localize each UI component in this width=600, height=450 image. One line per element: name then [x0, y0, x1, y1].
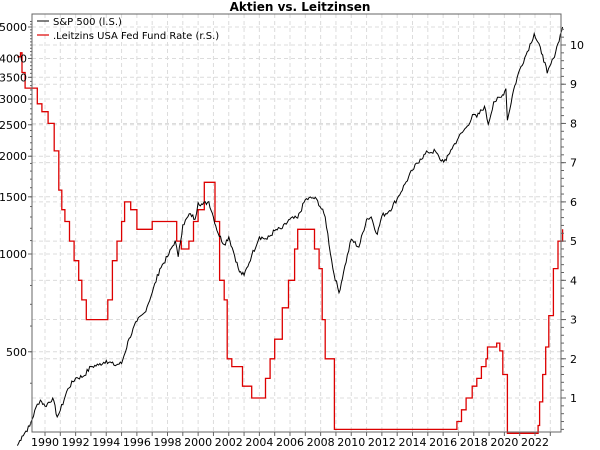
bottom-axis: 1990 1992 1994 1996 1998 2000 2002 2004 2006 2008…: [31, 432, 551, 449]
svg-text:2: 2: [570, 353, 577, 366]
legend: S&P 500 (l.S.) .Leitzins USA Fed Fund Ra…: [37, 17, 219, 42]
svg-text:4: 4: [570, 274, 577, 287]
svg-text:2020: 2020: [490, 436, 518, 449]
svg-text:1500: 1500: [0, 191, 27, 204]
svg-text:2006: 2006: [276, 436, 304, 449]
svg-text:3500: 3500: [0, 71, 27, 84]
svg-text:1992: 1992: [62, 436, 90, 449]
svg-text:2002: 2002: [215, 436, 243, 449]
svg-text:2000: 2000: [184, 436, 212, 449]
svg-text:9: 9: [570, 78, 577, 91]
plot-frame: [31, 13, 562, 433]
sp500-line: [16, 26, 564, 446]
svg-text:3: 3: [570, 314, 577, 327]
svg-text:1990: 1990: [31, 436, 59, 449]
legend-label-fed: .Leitzins USA Fed Fund Rate (r.S.): [53, 31, 219, 42]
svg-text:2016: 2016: [429, 436, 457, 449]
left-axis: 500 1000 1500 2000 2500 3000 3500 4000 5000: [0, 20, 32, 425]
svg-text:2012: 2012: [368, 436, 396, 449]
svg-text:8: 8: [570, 117, 577, 130]
svg-text:2022: 2022: [521, 436, 549, 449]
svg-text:2004: 2004: [245, 436, 273, 449]
svg-text:2014: 2014: [399, 436, 427, 449]
svg-text:6: 6: [570, 196, 577, 209]
svg-text:7: 7: [570, 157, 577, 170]
svg-text:2000: 2000: [0, 150, 27, 163]
svg-text:1996: 1996: [123, 436, 151, 449]
chart-title: Aktien vs. Leitzinsen: [230, 0, 371, 14]
svg-text:5000: 5000: [0, 21, 27, 34]
svg-text:1: 1: [570, 392, 577, 405]
svg-text:1000: 1000: [0, 248, 27, 261]
fed-rate-line: [17, 52, 564, 434]
svg-text:500: 500: [6, 346, 27, 359]
svg-text:5: 5: [570, 235, 577, 248]
svg-text:2008: 2008: [307, 436, 335, 449]
svg-text:10: 10: [570, 39, 584, 52]
svg-text:1998: 1998: [154, 436, 182, 449]
svg-text:2010: 2010: [337, 436, 365, 449]
svg-text:2018: 2018: [460, 436, 488, 449]
svg-text:2500: 2500: [0, 119, 27, 132]
legend-label-sp500: S&P 500 (l.S.): [53, 17, 122, 28]
right-axis: 1 2 3 4 5 6 7 8 9 10: [561, 28, 584, 430]
svg-text:3000: 3000: [0, 93, 27, 106]
svg-text:4000: 4000: [0, 52, 27, 65]
svg-text:1994: 1994: [92, 436, 120, 449]
